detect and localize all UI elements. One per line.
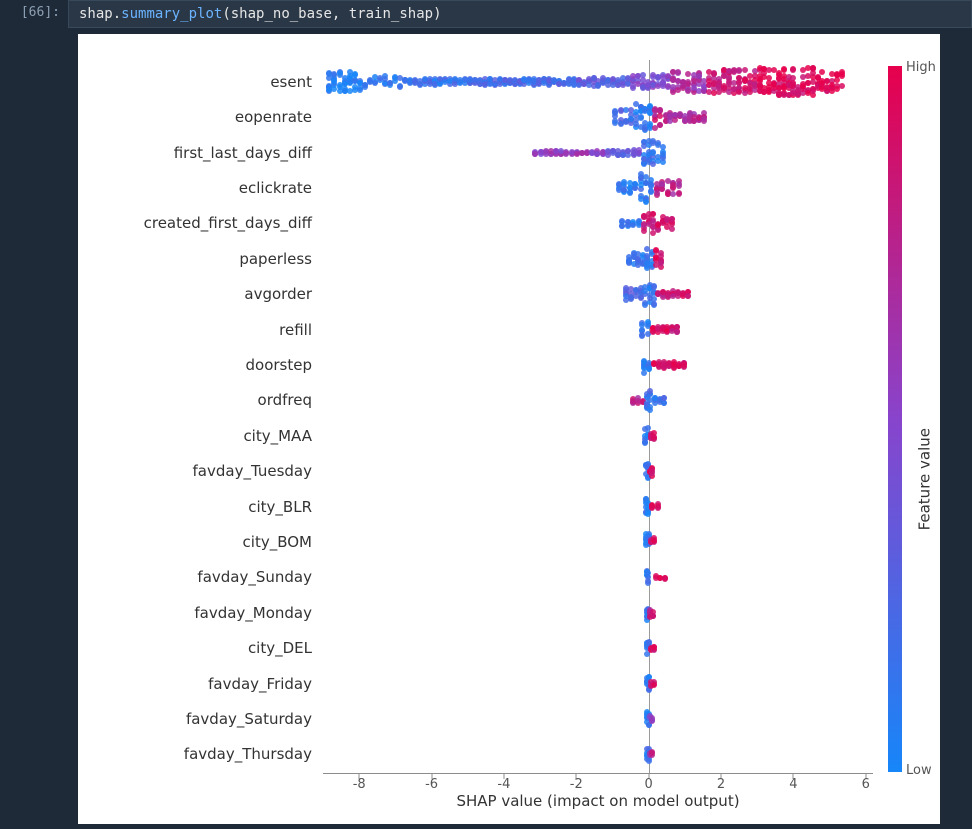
shap-summary-plot: -8-6-4-20246	[323, 64, 873, 774]
feature-label: first_last_days_diff	[174, 144, 312, 162]
colorbar-low: Low	[906, 763, 932, 778]
x-tick: 2	[717, 777, 725, 792]
feature-label: city_DEL	[248, 639, 312, 657]
x-tick: -4	[497, 777, 510, 792]
x-tick: -8	[353, 777, 366, 792]
feature-label: favday_Saturday	[186, 710, 312, 728]
cell-prompt: [66]:	[0, 0, 68, 20]
x-tick: -6	[425, 777, 438, 792]
feature-label: favday_Monday	[194, 604, 312, 622]
output-figure: esent eopenrate first_last_days_diffeclick…	[78, 34, 940, 824]
colorbar: High Low	[888, 66, 902, 772]
feature-label: city_BOM	[243, 533, 312, 551]
colorbar-high: High	[906, 60, 936, 75]
feature-label: doorstep	[246, 356, 313, 374]
zero-reference-line	[649, 60, 650, 774]
colorbar-label: Feature value	[915, 428, 933, 530]
colorbar-gradient	[888, 66, 902, 772]
code-input[interactable]: shap.summary_plot(shap_no_base, train_sh…	[68, 0, 972, 28]
feature-label: refill	[279, 321, 312, 339]
feature-label: paperless	[239, 250, 312, 268]
feature-label: city_BLR	[248, 498, 312, 516]
x-tick: 6	[862, 777, 870, 792]
feature-label: esent	[270, 73, 312, 91]
feature-label: created_first_days_diff	[144, 214, 312, 232]
feature-label: favday_Tuesday	[193, 462, 312, 480]
feature-label: favday_Sunday	[197, 568, 312, 586]
x-tick: 0	[645, 777, 653, 792]
feature-label: ordfreq	[258, 391, 312, 409]
feature-label: eclickrate	[239, 179, 312, 197]
feature-label: eopenrate	[235, 108, 312, 126]
x-tick: 4	[789, 777, 797, 792]
x-axis-label: SHAP value (impact on model output)	[323, 792, 873, 810]
input-cell: [66]: shap.summary_plot(shap_no_base, tr…	[0, 0, 972, 28]
x-tick: -2	[570, 777, 583, 792]
feature-label: city_MAA	[243, 427, 312, 445]
feature-label: favday_Friday	[208, 675, 312, 693]
feature-label: avgorder	[244, 285, 312, 303]
feature-label: favday_Thursday	[184, 745, 312, 763]
